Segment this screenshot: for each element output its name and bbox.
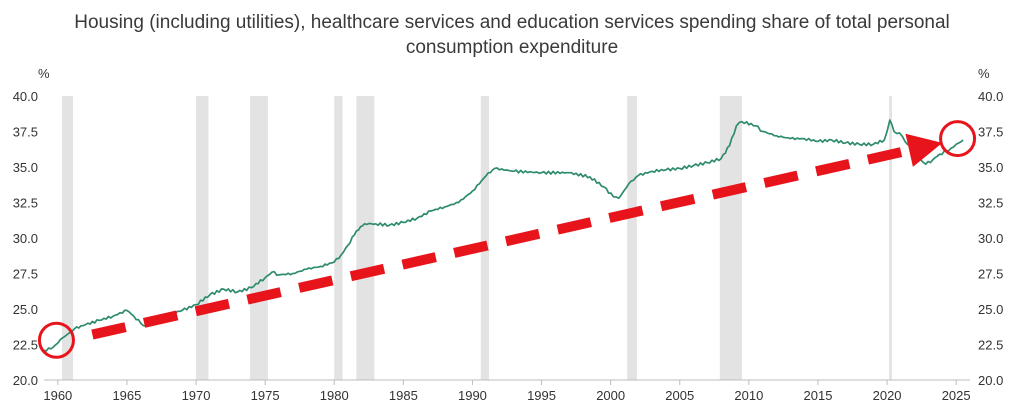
y-tick-right-22.5: 22.5 [978,338,1003,353]
recession-band-3 [249,96,268,380]
y-tick-right-40.0: 40.0 [978,89,1003,104]
trend-arrow-head [905,133,943,167]
y-tick-right-27.5: 27.5 [978,267,1003,282]
y-axis-left: 20.0 22.5 25.0 27.5 30.0 32.5 35.0 37.5 40.0 [13,89,38,388]
y-tick-left-22.5: 22.5 [13,338,38,353]
x-tick-1995: 1995 [527,388,556,403]
recession-band-6 [480,96,490,380]
y-axis-unit-left: % [38,66,50,81]
x-axis: 1960 1965 1970 1975 1980 1985 1990 1995 2000 2005… [43,380,971,403]
x-tick-1985: 1985 [389,388,418,403]
y-tick-right-32.5: 32.5 [978,196,1003,211]
series-layer [44,119,964,352]
y-tick-right-20.0: 20.0 [978,373,1003,388]
recession-band-1 [61,96,74,380]
recession-band-9 [889,96,892,380]
x-tick-1960: 1960 [43,388,72,403]
annotations-layer [37,120,977,359]
y-tick-left-37.5: 37.5 [13,125,38,140]
y-tick-left-30.0: 30.0 [13,231,38,246]
y-tick-right-35.0: 35.0 [978,160,1003,175]
recession-band-8 [719,96,742,380]
y-axis-right: 20.0 22.5 25.0 27.5 30.0 32.5 35.0 37.5 40.0 [978,89,1003,388]
trend-arrow-shaft [91,145,911,340]
x-tick-1990: 1990 [458,388,487,403]
series-line-1 [44,119,964,352]
y-tick-right-25.0: 25.0 [978,302,1003,317]
highlight-circle-1 [37,321,75,359]
x-tick-2025: 2025 [942,388,971,403]
chart-title-line-1: Housing (including utilities), healthcar… [74,12,950,33]
y-axis-unit-right: % [978,66,990,81]
y-tick-left-27.5: 27.5 [13,267,38,282]
x-tick-2005: 2005 [665,388,694,403]
x-tick-2015: 2015 [804,388,833,403]
highlight-circle-2 [939,120,977,158]
y-tick-left-20.0: 20.0 [13,373,38,388]
chart-title-line-2: consumption expenditure [405,37,619,58]
x-tick-1965: 1965 [112,388,141,403]
recession-band-2 [196,96,209,380]
x-tick-2000: 2000 [596,388,625,403]
x-tick-1975: 1975 [251,388,280,403]
y-tick-right-30.0: 30.0 [978,231,1003,246]
recession-band-7 [627,96,637,380]
y-tick-left-40.0: 40.0 [13,89,38,104]
y-tick-right-37.5: 37.5 [978,125,1003,140]
chart-title: Housing (including utilities), healthcar… [0,10,1024,60]
recession-bands [61,96,892,380]
y-tick-left-35.0: 35.0 [13,160,38,175]
x-tick-2010: 2010 [734,388,763,403]
recession-band-5 [356,96,375,380]
y-tick-left-25.0: 25.0 [13,302,38,317]
x-tick-1980: 1980 [320,388,349,403]
y-tick-left-32.5: 32.5 [13,196,38,211]
x-tick-2020: 2020 [873,388,902,403]
recession-band-4 [334,96,343,380]
x-tick-1970: 1970 [182,388,211,403]
